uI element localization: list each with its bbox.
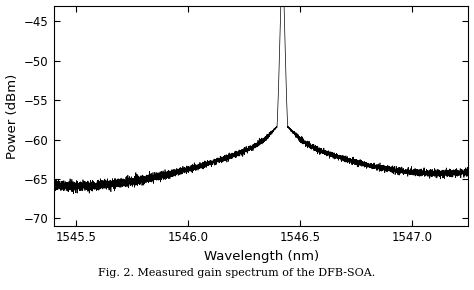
X-axis label: Wavelength (nm): Wavelength (nm)	[203, 250, 319, 263]
Text: Fig. 2. Measured gain spectrum of the DFB-SOA.: Fig. 2. Measured gain spectrum of the DF…	[99, 269, 375, 278]
Y-axis label: Power (dBm): Power (dBm)	[6, 73, 18, 159]
